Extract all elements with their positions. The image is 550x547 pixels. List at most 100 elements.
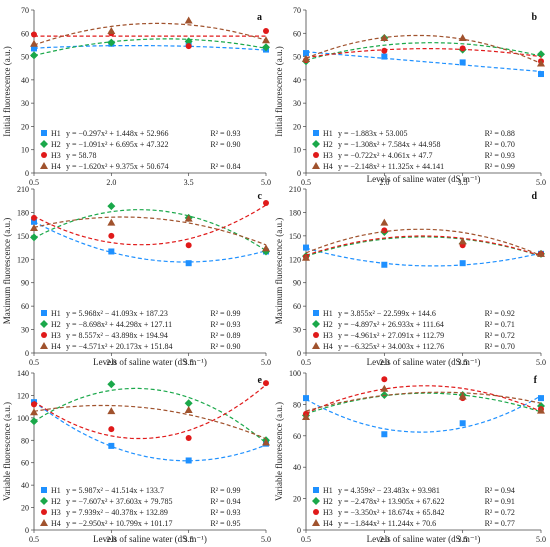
x-tick-label: 3.5 — [458, 178, 468, 187]
legend-series-name: H1 — [51, 486, 61, 495]
y-axis-label: Maximum fluorescence (a.u.) — [274, 218, 284, 324]
y-tick-label: 90 — [21, 279, 29, 288]
data-point-h4 — [302, 412, 310, 420]
legend-r2: R² = 0.93 — [210, 129, 240, 138]
trend-curve-h3 — [305, 235, 542, 257]
trend-curve-h2 — [33, 209, 267, 252]
legend-equation: y = −1.308x² + 7.584x + 44.958 — [338, 140, 440, 149]
y-tick-label: 10 — [293, 146, 301, 155]
trend-curve-h3 — [33, 384, 267, 440]
legend-r2: R² = 0.91 — [485, 497, 515, 506]
legend-r2: R² = 0.95 — [210, 519, 240, 528]
data-point-h1 — [108, 248, 115, 255]
legend-equation: y = 5.968x² − 41.093x + 187.23 — [66, 309, 168, 318]
trend-curve-h1 — [33, 401, 267, 462]
x-tick-label: 5.0 — [536, 178, 546, 187]
legend-equation: y = −4.961x² + 27.091x + 112.79 — [338, 331, 444, 340]
x-tick-label: 0.5 — [29, 178, 39, 187]
y-tick-label: 20 — [21, 122, 29, 131]
x-tick-label: 2.0 — [379, 535, 389, 544]
panel-letter: a — [257, 12, 262, 23]
y-tick-label: 180 — [17, 208, 29, 217]
panel-letter: b — [531, 12, 537, 23]
data-point-h1 — [538, 395, 544, 402]
data-point-h1 — [303, 244, 309, 251]
x-tick-label: 2.0 — [106, 535, 116, 544]
legend-series-name: H2 — [51, 497, 61, 506]
legend-marker-h4 — [312, 519, 320, 526]
data-point-h3 — [263, 380, 269, 387]
y-tick-label: 150 — [289, 232, 301, 241]
legend-equation: y = −1.883x + 53.005 — [338, 129, 408, 138]
panel-f: 0 20 40 60 80 100 0.5 2.0 3.5 5.0 Variable fluores… — [274, 369, 546, 544]
trend-curve-h1 — [305, 51, 542, 73]
x-tick-label: 3.5 — [184, 358, 194, 367]
y-axis-label: Variable fluorescence (a.u.) — [274, 402, 284, 501]
legend-marker-h2 — [40, 140, 48, 148]
legend-series-name: H4 — [51, 519, 61, 528]
y-tick-label: 150 — [17, 232, 29, 241]
y-tick-label: 60 — [21, 302, 29, 311]
data-point-h1 — [31, 218, 37, 225]
legend-equation: y = −1.091x² + 6.695x + 47.322 — [66, 140, 168, 149]
x-axis-label: Levels of saline water (dS m⁻¹) — [367, 534, 481, 544]
legend-marker-h2 — [40, 320, 48, 328]
legend-series-name: H3 — [323, 151, 333, 160]
legend-marker-h3 — [313, 509, 319, 515]
y-tick-label: 20 — [21, 504, 29, 513]
y-axis-label: Initial fluorescence (a.u.) — [2, 46, 12, 136]
data-point-h4 — [458, 33, 467, 41]
trend-curve-h1 — [305, 395, 542, 433]
data-point-h3 — [381, 376, 388, 383]
legend-marker-h3 — [313, 332, 319, 338]
data-point-h1 — [303, 395, 309, 402]
legend-equation: y = −0.297x² + 1.448x + 52.966 — [66, 129, 168, 138]
data-point-h1 — [381, 53, 388, 60]
data-point-h3 — [459, 45, 466, 52]
data-point-h4 — [30, 224, 38, 232]
panel-letter: f — [534, 375, 538, 386]
trend-curve-h3 — [305, 48, 542, 59]
data-point-h2 — [30, 51, 38, 60]
legend-r2: R² = 0.72 — [485, 508, 515, 517]
x-tick-label: 0.5 — [29, 358, 39, 367]
legend-equation: y = −2.950x² + 10.799x + 101.17 — [66, 519, 172, 528]
data-point-h2 — [184, 37, 193, 46]
legend-equation: y = 3.855x² − 22.599x + 144.6 — [338, 309, 436, 318]
y-tick-label: 10 — [21, 146, 29, 155]
y-tick-label: 180 — [289, 208, 301, 217]
y-tick-label: 80 — [21, 436, 29, 445]
legend-equation: y = 8.557x² − 43.898x + 194.94 — [66, 331, 168, 340]
data-point-h3 — [381, 47, 388, 54]
data-point-h3 — [108, 232, 115, 239]
legend-series-name: H3 — [51, 331, 61, 340]
legend-marker-h1 — [41, 130, 47, 136]
y-axis-label: Maximum fluorescence (a.u.) — [2, 218, 12, 324]
y-tick-label: 0 — [25, 526, 29, 535]
x-axis-label: Levels of saline water (dS m⁻¹) — [93, 534, 207, 544]
legend-r2: R² = 0.70 — [485, 140, 515, 149]
legend-series-name: H1 — [323, 486, 333, 495]
trend-curve-h2 — [33, 38, 267, 57]
legend-r2: R² = 0.93 — [210, 320, 240, 329]
data-point-h2 — [30, 417, 38, 426]
x-tick-label: 5.0 — [536, 358, 546, 367]
data-point-h1 — [31, 45, 37, 52]
y-tick-label: 50 — [21, 53, 29, 62]
legend-equation: y = −4.897x² + 26.933x + 111.64 — [338, 320, 444, 329]
data-point-h4 — [537, 59, 545, 67]
legend-series-name: H1 — [323, 309, 333, 318]
legend-marker-h1 — [313, 130, 319, 136]
legend-series-name: H3 — [323, 331, 333, 340]
data-point-h4 — [30, 408, 38, 416]
data-point-h2 — [107, 202, 116, 211]
legend-r2: R² = 0.84 — [210, 162, 240, 171]
legend-equation: y = 4.359x² − 23.483x + 93.981 — [338, 486, 440, 495]
panel-a: 0 10 20 30 40 50 60 70 0.5 2.0 3.5 5.0 Initial fluor… — [2, 6, 271, 187]
x-axis-label: Levels of saline water (dS m⁻¹) — [367, 357, 481, 367]
legend-marker-h1 — [313, 487, 319, 493]
trend-curve-h2 — [305, 236, 542, 257]
y-axis-label: Variable fluorescence (a.u.) — [2, 402, 12, 501]
data-point-h2 — [30, 233, 38, 242]
y-tick-label: 40 — [293, 463, 301, 472]
